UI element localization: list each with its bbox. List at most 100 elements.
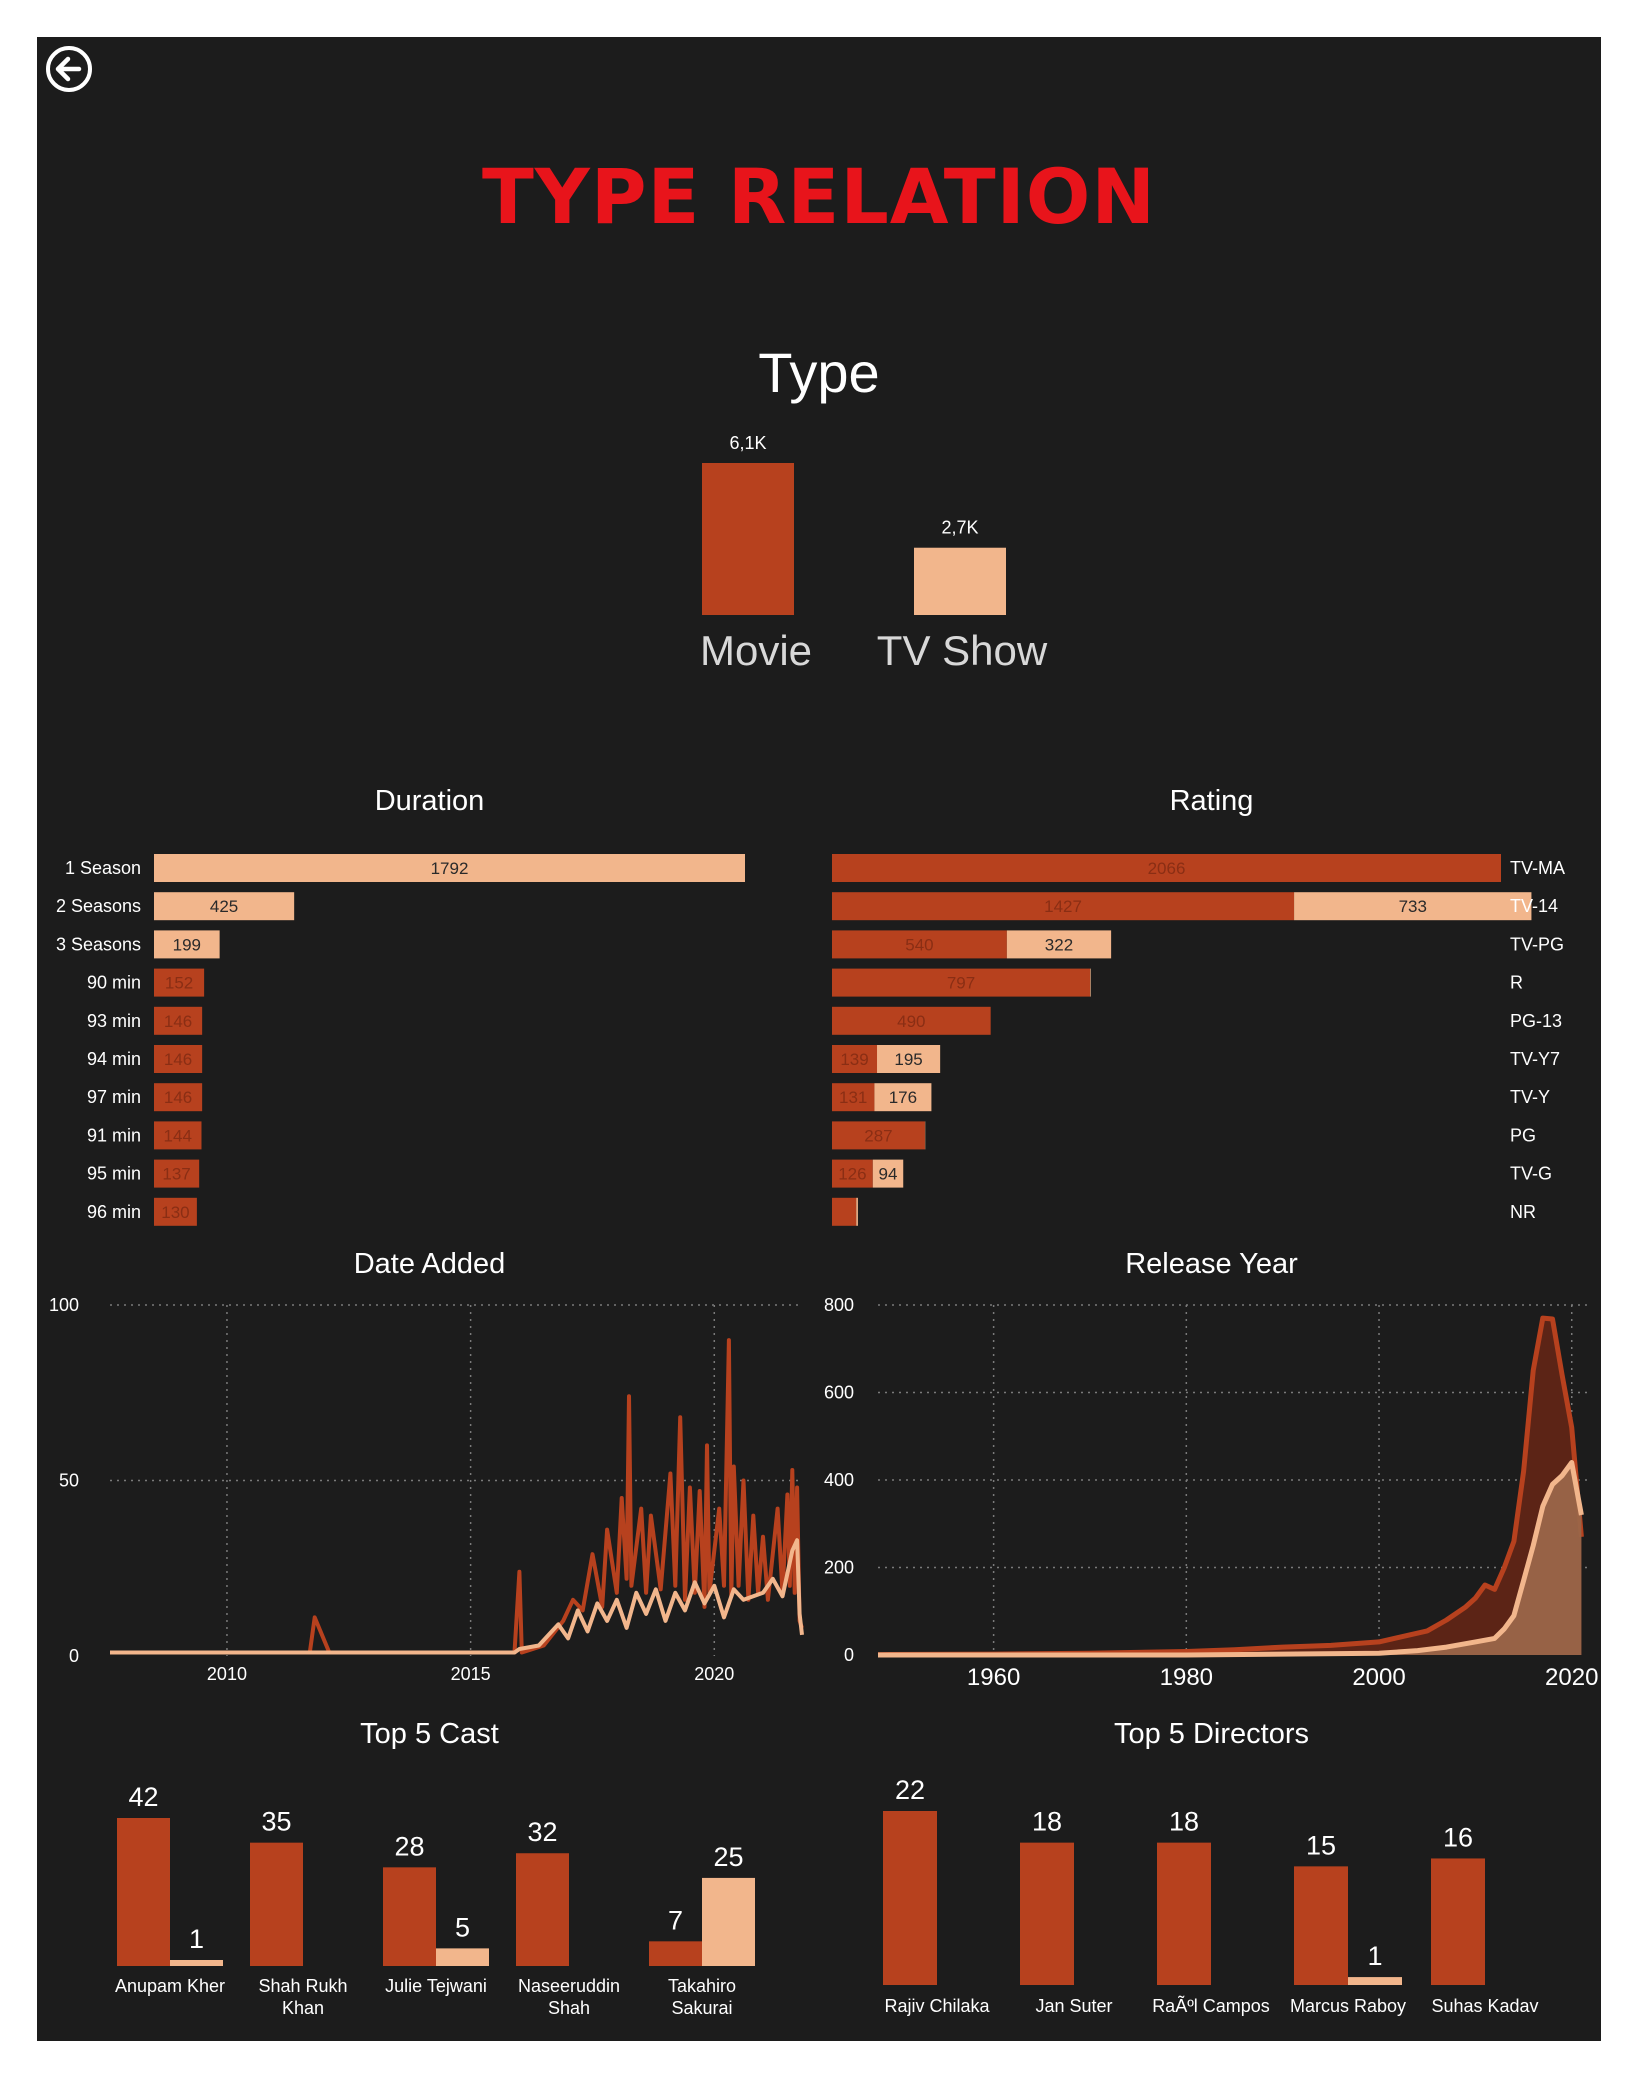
rating-value-label: 176 xyxy=(889,1088,917,1107)
x-tick-label: 1960 xyxy=(967,1664,1020,1690)
movie-bar xyxy=(1157,1842,1211,1985)
duration-value-label: 1792 xyxy=(431,859,469,878)
duration-bar-tv-show xyxy=(154,930,220,959)
duration-bar-tv-show xyxy=(154,892,295,921)
rating-bar-movie xyxy=(832,1083,875,1112)
type-bar-1 xyxy=(914,547,1006,615)
release-year-chart: 0 200 400 600 800 1960 1980 2000 2020 xyxy=(824,1295,1598,1690)
rating-value-label: 322 xyxy=(1045,935,1073,954)
rating-bar-tv-show xyxy=(877,1045,941,1073)
movie-bar xyxy=(250,1842,303,1966)
duration-bar-movie xyxy=(154,1159,200,1188)
category-label: Naseeruddin xyxy=(518,1976,620,1996)
type-chart-title: Type xyxy=(758,341,880,404)
rating-value-label: 540 xyxy=(905,935,933,954)
duration-bar-movie xyxy=(154,968,205,997)
bar-value-label: 7 xyxy=(668,1905,683,1935)
duration-chart-title: Duration xyxy=(374,785,485,817)
rating-bar-movie xyxy=(832,1121,925,1150)
bar-value-label: 25 xyxy=(713,1842,743,1872)
duration-bar-movie xyxy=(154,1006,203,1035)
movie-bar xyxy=(117,1818,170,1966)
bar-value-label: 1 xyxy=(189,1924,204,1954)
rating-bar-movie xyxy=(832,1045,878,1073)
duration-value-label: 137 xyxy=(162,1165,190,1184)
rating-category-label: R xyxy=(1510,973,1523,993)
rating-bar-tv-show xyxy=(1090,968,1091,997)
type-bar-0 xyxy=(702,463,794,615)
category-label: Shah xyxy=(548,1998,590,2018)
duration-chart: 1 Season 1792 2 Seasons 425 3 Seasons 199 90 m… xyxy=(56,854,745,1226)
rating-category-label: PG xyxy=(1510,1125,1536,1145)
duration-bar-movie xyxy=(154,1083,203,1112)
rating-bar-tv-show xyxy=(872,1159,904,1188)
y-tick-label: 0 xyxy=(69,1646,79,1666)
rating-bar-movie xyxy=(832,1197,857,1226)
duration-value-label: 199 xyxy=(173,935,201,954)
bar-value-label: 35 xyxy=(261,1807,291,1837)
rating-bar-tv-show xyxy=(856,1197,858,1226)
rating-chart-title: Rating xyxy=(1169,785,1254,817)
bar-value-label: 16 xyxy=(1443,1822,1473,1852)
back-arrow-icon[interactable] xyxy=(44,44,94,94)
duration-category-label: 94 min xyxy=(87,1049,141,1069)
bar-value-label: 1 xyxy=(1367,1941,1382,1971)
duration-category-label: 3 Seasons xyxy=(56,934,141,954)
rating-chart: 2066 TV-MA 1427 733 TV-14 540 322 TV-PG 797 R 490 P… xyxy=(832,854,1565,1226)
category-label: RaÃºl Campos xyxy=(1152,1995,1270,2016)
duration-value-label: 144 xyxy=(164,1126,192,1145)
tv-show-bar xyxy=(1348,1977,1402,1985)
duration-category-label: 93 min xyxy=(87,1011,141,1031)
category-label: Suhas Kadav xyxy=(1431,1996,1538,2016)
movie-bar xyxy=(1020,1842,1074,1985)
duration-bar-movie xyxy=(154,1197,197,1226)
rating-bar-movie xyxy=(832,892,1295,921)
movie-bar xyxy=(383,1867,436,1966)
area-tv-show xyxy=(878,1462,1582,1655)
line-tv-show xyxy=(110,1538,804,1655)
rating-category-label: TV-MA xyxy=(1510,858,1565,878)
bar-value-label: 18 xyxy=(1032,1807,1062,1837)
movie-bar xyxy=(649,1941,702,1966)
type-value-label: 2,7K xyxy=(941,518,978,538)
rating-value-label: 287 xyxy=(864,1126,892,1145)
x-tick-label: 2015 xyxy=(451,1664,491,1684)
category-label: Khan xyxy=(282,1998,324,2018)
duration-category-label: 96 min xyxy=(87,1202,141,1222)
tv-show-bar xyxy=(436,1948,489,1966)
dashboard-panel xyxy=(37,37,1601,2041)
duration-value-label: 146 xyxy=(164,1050,192,1069)
top-cast-chart-title: Top 5 Cast xyxy=(360,1718,499,1750)
duration-category-label: 97 min xyxy=(87,1087,141,1107)
type-category-label: Movie xyxy=(700,627,812,674)
rating-category-label: TV-PG xyxy=(1510,934,1564,954)
duration-value-label: 130 xyxy=(161,1203,189,1222)
y-tick-label: 800 xyxy=(824,1295,854,1315)
movie-bar xyxy=(883,1811,937,1985)
bar-value-label: 28 xyxy=(394,1831,424,1861)
duration-category-label: 95 min xyxy=(87,1164,141,1184)
rating-value-label: 139 xyxy=(840,1050,868,1069)
rating-category-label: TV-G xyxy=(1510,1164,1552,1184)
category-label: Anupam Kher xyxy=(115,1976,225,1996)
bar-value-label: 18 xyxy=(1169,1807,1199,1837)
rating-value-label: 797 xyxy=(947,974,975,993)
duration-bar-movie xyxy=(154,1121,202,1150)
page-title: TYPE RELATION xyxy=(481,152,1157,241)
rating-value-label: 195 xyxy=(894,1050,922,1069)
bar-value-label: 32 xyxy=(527,1817,557,1847)
y-tick-label: 400 xyxy=(824,1470,854,1490)
rating-category-label: PG-13 xyxy=(1510,1011,1562,1031)
rating-value-label: 126 xyxy=(838,1165,866,1184)
rating-value-label: 94 xyxy=(879,1165,898,1184)
rating-value-label: 2066 xyxy=(1148,859,1186,878)
duration-bar-movie xyxy=(154,1045,203,1073)
category-label: Shah Rukh xyxy=(258,1976,347,1996)
y-tick-label: 0 xyxy=(844,1645,854,1665)
duration-value-label: 425 xyxy=(210,897,238,916)
area-movie xyxy=(878,1318,1582,1655)
category-label: Jan Suter xyxy=(1035,1996,1112,2016)
movie-bar xyxy=(1294,1866,1348,1985)
duration-category-label: 1 Season xyxy=(65,858,141,878)
line-tv-show xyxy=(878,1460,1584,1658)
